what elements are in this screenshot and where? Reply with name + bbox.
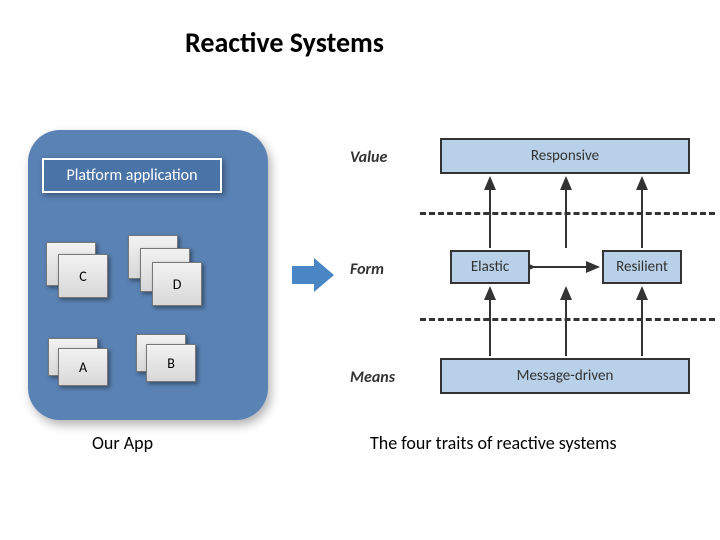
service-box-b: B (146, 344, 196, 382)
dashed-divider-2 (420, 318, 715, 321)
arrow-shape (292, 258, 334, 292)
row-label-means: Means (350, 368, 395, 387)
right-arrow-icon (292, 258, 334, 292)
platform-application-label: Platform application (42, 158, 222, 193)
service-box-d: D (152, 262, 202, 306)
our-app-panel: Platform application C D A B (28, 130, 268, 420)
node-message: Message-driven (440, 358, 690, 394)
reactive-traits-diagram: Value Form Means Responsive Elastic Resi… (350, 130, 705, 410)
right-caption: The four traits of reactive systems (370, 432, 617, 454)
service-box-a: A (58, 348, 108, 386)
dashed-divider-1 (420, 212, 715, 215)
node-elastic: Elastic (450, 250, 530, 284)
row-label-value: Value (350, 148, 387, 167)
left-caption: Our App (92, 432, 153, 454)
node-resilient: Resilient (602, 250, 682, 284)
service-box-c: C (58, 254, 108, 298)
page-title: Reactive Systems (185, 25, 384, 60)
row-label-form: Form (350, 260, 384, 279)
node-responsive: Responsive (440, 138, 690, 174)
